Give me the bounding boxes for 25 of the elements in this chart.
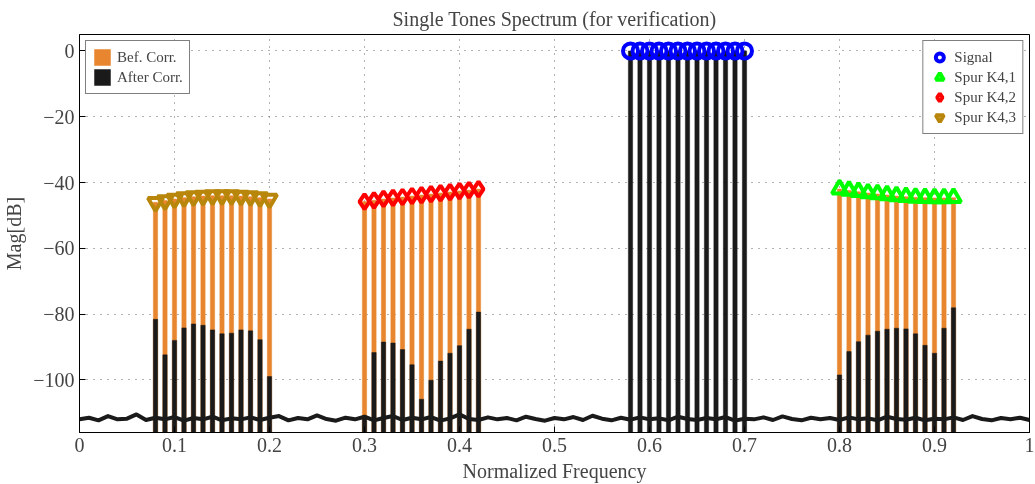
legend-label: Signal bbox=[954, 47, 993, 67]
legend-label: After Corr. bbox=[117, 67, 183, 87]
x-tick-label: 0.8 bbox=[827, 433, 852, 456]
y-tick-label: −60 bbox=[43, 237, 75, 260]
x-tick-label: 0.2 bbox=[257, 433, 282, 456]
chart-title: Single Tones Spectrum (for verification) bbox=[392, 7, 717, 31]
x-tick-label: 0.1 bbox=[162, 433, 187, 456]
legend-label: Spur K4,2 bbox=[954, 87, 1016, 107]
y-tick-label: −40 bbox=[43, 171, 75, 194]
y-tick-label: 0 bbox=[64, 39, 75, 62]
y-tick-label: −100 bbox=[33, 368, 75, 391]
x-axis-title: Normalized Frequency bbox=[462, 459, 647, 483]
x-tick-label: 0.6 bbox=[637, 433, 662, 456]
y-tick-label: −20 bbox=[43, 105, 75, 128]
x-tick-label: 0.4 bbox=[447, 433, 472, 456]
legend-label: Spur K4,1 bbox=[954, 67, 1016, 87]
legend-label: Spur K4,3 bbox=[954, 107, 1016, 127]
x-tick-label: 0.9 bbox=[922, 433, 947, 456]
x-tick-label: 0.5 bbox=[542, 433, 567, 456]
y-axis-title: Mag[dB] bbox=[3, 196, 27, 271]
y-tick-label: −80 bbox=[43, 303, 75, 326]
x-tick-label: 0.7 bbox=[732, 433, 757, 456]
x-tick-label: 0.3 bbox=[352, 433, 377, 456]
x-tick-label: 1 bbox=[1024, 433, 1035, 456]
legend-label: Bef. Corr. bbox=[117, 47, 177, 67]
